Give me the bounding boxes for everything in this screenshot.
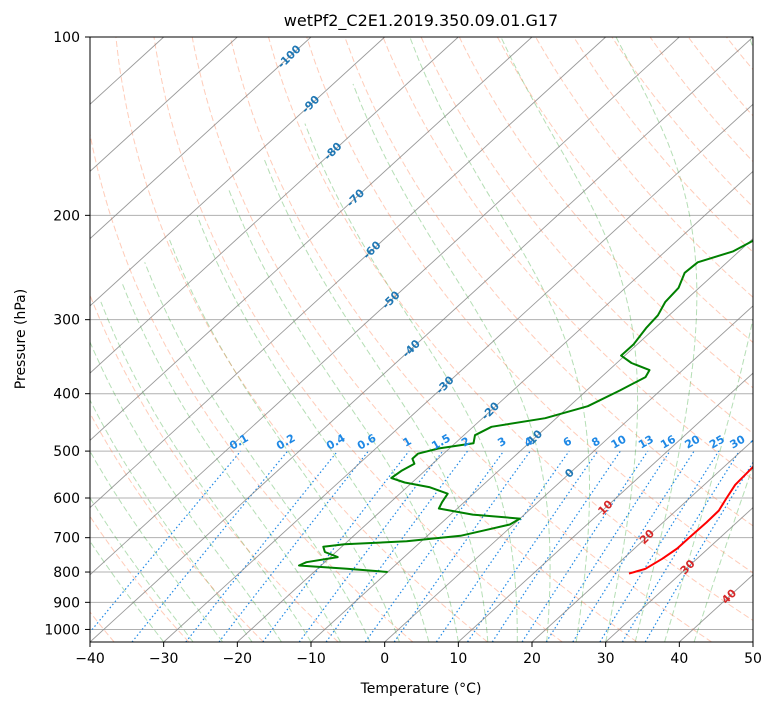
y-tick-label: 800 [53,565,80,581]
y-tick-label: 700 [53,531,80,547]
moist-adiabat-line [263,157,489,642]
x-tick-label: −30 [149,651,179,667]
mixing-ratio-line [599,450,720,642]
x-tick-label: 40 [670,651,688,667]
mixing-ratio-lines [90,450,753,642]
x-axis-ticks: −40 −30 −20 −10 0 10 20 30 40 50 [75,642,762,667]
dry-adiabat-line [306,37,753,574]
moist-adiabat-line [121,282,341,642]
dry-adiabat-line [90,515,190,642]
dry-adiabat-line [573,37,753,253]
moist-adiabat-line [90,540,165,642]
mixing-ratio-line [131,450,289,642]
dry-adiabat-line [90,131,414,642]
mixing-ratio-line [467,450,599,642]
isotherm-line [90,37,312,240]
isotherm-line [310,238,753,642]
mixing-ratio-line [185,450,339,642]
moist-adiabat-line [100,301,312,642]
x-tick-label: 50 [744,651,762,667]
y-tick-label: 100 [53,30,80,46]
mixing-ratio-line [572,450,695,642]
profile-series [298,239,753,575]
isotherm-line [90,37,238,173]
x-tick-label: 20 [523,651,541,667]
isotherm-lines [90,37,753,642]
dry-adiabat-line [611,37,753,208]
isotherm-line [90,37,607,509]
temperature-line [628,465,753,575]
moist-adiabat-line [409,37,590,642]
y-tick-label: 600 [53,491,80,507]
isotherm-line [90,37,680,576]
moist-adiabat-line [90,399,253,642]
isotherm-line [90,37,533,441]
moist-adiabats [90,37,753,642]
mixing-ratio-line [545,450,671,642]
y-tick-label: 300 [53,313,80,329]
moist-adiabat-line [500,37,639,642]
moist-adiabat-line [304,123,518,642]
mixing-ratio-line [644,461,753,642]
isotherm-line [163,103,753,642]
isotherm-line [457,372,753,642]
isotherm-line [605,506,753,642]
mixing-ratio-label: 36 [748,432,768,451]
x-tick-label: 10 [449,651,467,667]
y-tick-label: 900 [53,595,80,611]
x-tick-label: −40 [75,651,105,667]
chart-title: wetPf2_C2E1.2019.350.09.01.G17 [284,11,558,31]
y-tick-label: 400 [53,387,80,403]
dry-adiabat-line [268,37,753,622]
moist-adiabat-line [90,496,194,642]
mixing-ratio-line [262,450,410,642]
x-tick-label: 30 [597,651,615,667]
x-tick-label: 0 [380,651,389,667]
mixing-ratio-line [218,450,369,642]
isotherm-line [384,305,753,642]
y-tick-label: 200 [53,208,80,224]
moist-adiabat-line [169,239,400,642]
dry-adiabat-line [90,293,339,642]
mixing-ratio-line [393,450,531,642]
isotherm-line [531,439,753,642]
dry-adiabat-line [115,37,488,642]
moist-adiabat-line [693,464,753,642]
dry-adiabat-line [535,37,753,298]
moist-adiabat-line [90,340,282,642]
x-axis-label: Temperature (°C) [360,681,482,697]
dry-adiabat-line [649,37,753,163]
y-axis-ticks: 100 200 300 400 500 600 700 800 900 1000 [44,30,90,638]
isotherm-line [90,37,459,374]
isotherm-line [90,37,386,307]
dry-adiabat-line [153,37,563,642]
isotherm-line [90,37,753,642]
dry-adiabats [90,37,753,642]
plot-frame [89,36,754,643]
y-axis-label: Pressure (hPa) [13,289,29,389]
moist-adiabat-line [196,215,430,642]
x-tick-label: −10 [296,651,326,667]
dry-adiabat-line [229,37,712,642]
moist-adiabat-line [227,188,459,642]
dewpoint-line [298,239,753,573]
y-tick-label: 500 [53,444,80,460]
dry-adiabat-line [382,37,753,481]
mixing-ratio-line [621,450,740,642]
mixing-ratio-line [364,450,505,642]
dry-adiabat-line [90,412,264,642]
dry-adiabat-line [496,37,753,344]
x-tick-label: −20 [223,651,253,667]
dry-adiabat-line [191,37,638,642]
mixing-ratio-line [90,450,242,634]
isotherm-line [236,170,753,642]
y-tick-label: 1000 [44,622,80,638]
moist-adiabat-line [90,450,224,642]
